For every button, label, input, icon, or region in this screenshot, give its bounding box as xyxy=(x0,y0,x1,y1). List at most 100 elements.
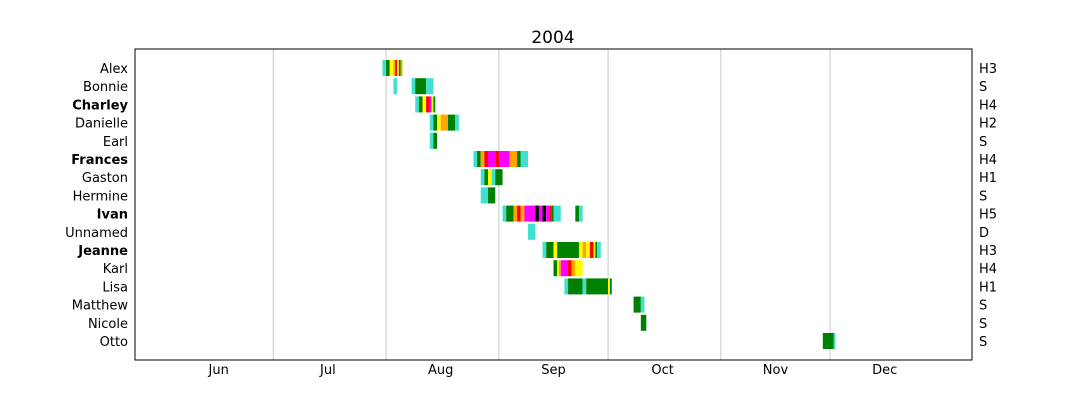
storm-segment xyxy=(542,205,547,222)
storm-segment xyxy=(487,187,496,204)
storm-segment xyxy=(513,205,518,222)
storm-name-label: Gaston xyxy=(82,171,128,186)
storm-segment xyxy=(528,223,536,240)
storm-segment xyxy=(608,278,610,295)
storm-row-alex xyxy=(382,60,403,76)
max-category-label: H3 xyxy=(979,244,997,259)
storm-segment xyxy=(418,96,423,113)
month-tick-label: Jul xyxy=(319,363,336,378)
storm-segment xyxy=(484,151,488,167)
storm-name-label: Otto xyxy=(100,335,128,350)
storm-segment xyxy=(589,242,594,258)
storm-segment xyxy=(517,151,521,167)
storm-segment xyxy=(484,169,488,186)
storm-segment xyxy=(553,242,558,258)
storm-segment xyxy=(571,260,576,277)
storm-segment xyxy=(433,132,438,149)
storm-segment xyxy=(397,60,399,76)
storm-segment xyxy=(595,242,598,258)
max-category-label: H1 xyxy=(979,171,997,186)
storm-segment xyxy=(495,169,503,186)
storm-segment xyxy=(429,96,432,113)
storm-segment xyxy=(586,278,609,295)
storm-segment xyxy=(578,205,583,222)
storm-name-label: Charley xyxy=(72,98,128,113)
month-tick-label: Oct xyxy=(651,363,673,378)
storm-segment xyxy=(509,151,518,167)
storm-row-frances xyxy=(473,151,529,167)
storm-row-unnamed xyxy=(528,223,536,240)
storm-segment xyxy=(582,242,587,258)
storm-segment xyxy=(520,205,525,222)
plot-area-frame xyxy=(134,48,973,361)
storm-segment xyxy=(506,205,514,222)
storm-name-label: Karl xyxy=(103,262,128,277)
max-category-label: S xyxy=(979,317,987,332)
storm-segment xyxy=(535,205,539,222)
storm-segment xyxy=(382,60,387,76)
max-category-label: S xyxy=(979,80,987,95)
storm-name-label: Jeanne xyxy=(77,244,128,259)
storm-name-label: Unnamed xyxy=(65,226,128,241)
storm-segment xyxy=(422,96,427,113)
storm-segment xyxy=(415,96,419,113)
max-category-label: D xyxy=(979,226,989,241)
storm-row-lisa xyxy=(564,278,612,295)
storm-segment xyxy=(586,242,590,258)
storm-segment xyxy=(395,60,398,76)
storm-segment xyxy=(426,78,434,95)
storm-segment xyxy=(480,187,488,204)
storm-name-label: Ivan xyxy=(97,208,128,223)
max-category-label: S xyxy=(979,189,987,204)
storm-segment xyxy=(389,60,394,76)
max-category-label: S xyxy=(979,335,987,350)
storm-segment xyxy=(564,278,569,295)
month-tick-labels: Jun Jul Aug Sep Oct Nov Dec xyxy=(208,363,898,378)
month-tick-label: Nov xyxy=(763,363,789,378)
storm-row-otto xyxy=(822,333,836,349)
storm-segment xyxy=(546,205,550,222)
storm-segment xyxy=(433,96,436,113)
max-category-label: H4 xyxy=(979,153,997,168)
storm-segment xyxy=(487,151,496,167)
storm-name-label: Matthew xyxy=(72,299,129,314)
storm-segment xyxy=(480,151,485,167)
storm-segment xyxy=(557,242,579,258)
storm-segment xyxy=(582,278,587,295)
storm-segment xyxy=(551,205,554,222)
storm-segment xyxy=(433,114,438,131)
storm-segment xyxy=(398,60,401,76)
storm-segment xyxy=(833,333,836,349)
storm-segment xyxy=(609,278,612,295)
storm-segment xyxy=(393,78,398,95)
storm-segment xyxy=(578,242,583,258)
storm-segment xyxy=(640,296,645,313)
storm-segment xyxy=(538,205,543,222)
storm-segment xyxy=(557,260,559,277)
max-category-label: H2 xyxy=(979,117,997,132)
month-tick-label: Jun xyxy=(208,363,229,378)
storm-segment xyxy=(495,151,499,167)
storm-segment xyxy=(568,260,572,277)
storm-name-label: Lisa xyxy=(102,280,128,295)
max-category-label: H4 xyxy=(979,262,997,277)
storm-name-labels: Alex Bonnie Charley Danielle Earl Frances Gast… xyxy=(65,62,128,350)
storm-name-label: Bonnie xyxy=(83,80,128,95)
storm-segment xyxy=(560,260,569,277)
storm-name-label: Nicole xyxy=(88,317,128,332)
storm-segment xyxy=(553,205,561,222)
storm-row-jeanne xyxy=(542,242,601,258)
max-category-label: S xyxy=(979,135,987,150)
storm-segment xyxy=(431,96,434,113)
month-gridlines xyxy=(272,49,831,360)
max-category-label: H5 xyxy=(979,208,997,223)
storm-segment xyxy=(517,205,521,222)
storm-segment xyxy=(593,242,596,258)
storm-segment xyxy=(386,60,390,76)
storm-segment xyxy=(491,169,496,186)
storm-segment xyxy=(437,114,441,131)
storm-segment xyxy=(411,78,416,95)
storm-segment xyxy=(575,260,583,277)
